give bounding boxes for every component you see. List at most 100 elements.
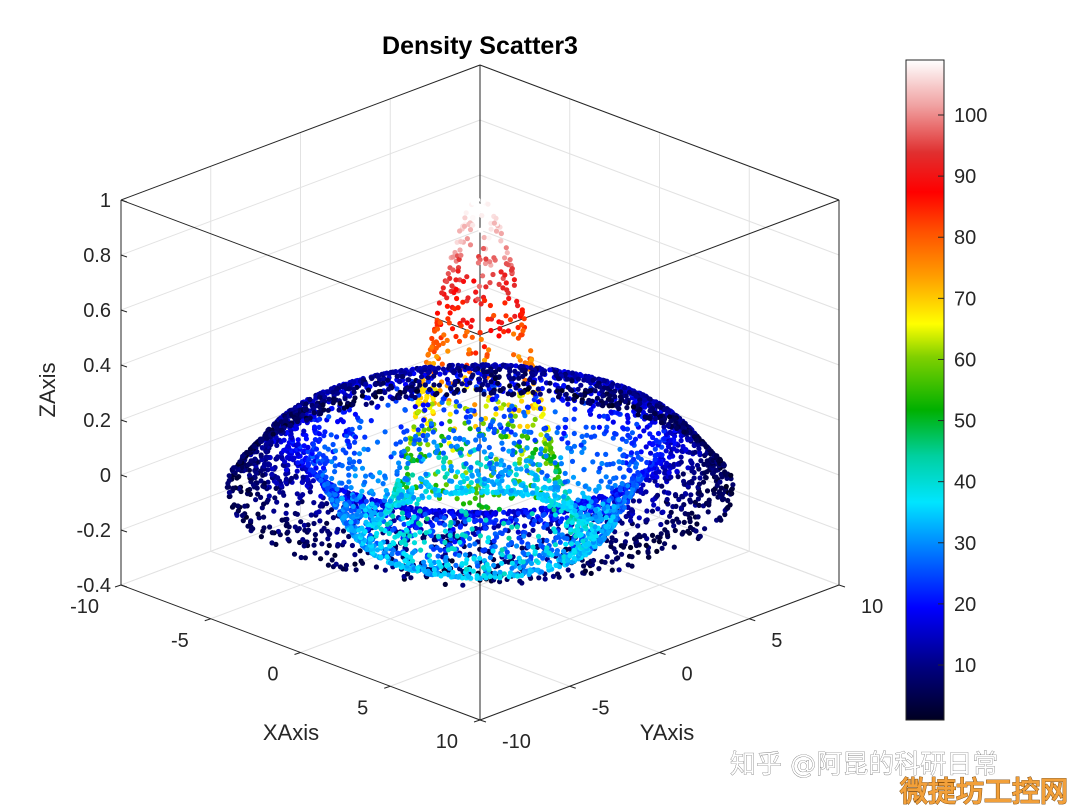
scatter-point (363, 513, 369, 519)
scatter-point (547, 503, 553, 509)
scatter-point (480, 245, 487, 252)
scatter-point (398, 424, 404, 430)
scatter-point (541, 524, 547, 530)
scatter-point (332, 469, 338, 475)
scatter-point (569, 573, 575, 579)
scatter-point (501, 520, 507, 527)
scatter-point (427, 558, 433, 564)
scatter-point (487, 460, 493, 466)
scatter-point (528, 560, 535, 567)
scatter-point (615, 383, 622, 389)
wall-grid-line (120, 449, 481, 586)
scatter-point (454, 484, 460, 490)
scatter-point (478, 462, 484, 468)
scatter-point (514, 298, 520, 304)
scatter-point (687, 497, 693, 503)
scatter-point (523, 487, 529, 493)
scatter-point (630, 498, 637, 504)
scatter-point (570, 474, 577, 480)
scatter-point (442, 528, 449, 534)
scatter-point (295, 419, 301, 425)
scatter-point (417, 475, 424, 481)
scatter-point (620, 425, 626, 431)
scatter-point (597, 536, 603, 542)
scatter-point (451, 369, 457, 376)
scatter-point (636, 515, 642, 521)
scatter-point (465, 573, 471, 580)
scatter-point (475, 426, 481, 433)
scatter-point (416, 408, 422, 415)
scatter-point (588, 522, 594, 528)
scatter-point (277, 489, 283, 495)
scatter-point (454, 496, 460, 502)
scatter-point (654, 492, 661, 498)
scatter-point (649, 508, 656, 514)
scatter-point (530, 521, 536, 528)
scatter-point (685, 528, 691, 535)
scatter-point (479, 432, 485, 438)
scatter-point (274, 442, 280, 448)
scatter-point (703, 475, 709, 481)
scatter-point (481, 369, 487, 375)
scatter-point (654, 474, 660, 480)
scatter-point (478, 416, 484, 422)
scatter-point (380, 481, 386, 487)
scatter-point (481, 344, 487, 350)
scatter-point (515, 324, 521, 331)
scatter-point (443, 482, 449, 488)
scatter-point (391, 517, 397, 524)
scatter-point (723, 483, 729, 490)
scatter-point (534, 567, 540, 573)
scatter-point (363, 473, 369, 479)
scatter-point (553, 469, 559, 475)
scatter-point (458, 239, 464, 245)
scatter-point (472, 402, 478, 408)
scatter-point (580, 538, 586, 544)
scatter-point (557, 519, 564, 525)
scatter-point (659, 483, 665, 489)
scatter-point (571, 416, 577, 422)
scatter-point (571, 555, 577, 561)
scatter-point (312, 537, 318, 543)
scatter-point (610, 419, 616, 425)
scatter-point (300, 492, 306, 498)
scatter-point (572, 406, 578, 412)
scatter-point (530, 422, 536, 428)
scatter-point (450, 267, 456, 273)
scatter-point (353, 567, 359, 573)
scatter-point (472, 541, 478, 547)
scatter-point (509, 403, 515, 409)
scatter-point (301, 428, 307, 434)
scatter-point (328, 432, 334, 438)
scatter-point (414, 501, 420, 507)
scatter-point (655, 430, 662, 437)
scatter-point (581, 467, 587, 473)
scatter-point (279, 454, 285, 460)
scatter-point (466, 419, 472, 425)
scatter-point (474, 573, 480, 579)
x-tick-mark (204, 618, 211, 622)
scatter-point (692, 449, 698, 455)
scatter-point (292, 524, 298, 530)
wall-grid-line (479, 174, 840, 311)
scatter-point (269, 530, 275, 536)
scatter-point (401, 521, 407, 527)
scatter-point (629, 440, 635, 446)
scatter-point (318, 493, 324, 499)
scatter-point (405, 520, 411, 527)
scatter-point (505, 520, 512, 526)
scatter-point (524, 445, 530, 451)
scatter-point (520, 559, 526, 565)
wall-grid-line (120, 284, 481, 421)
scatter-point (617, 465, 623, 471)
scatter-point (412, 532, 418, 538)
scatter-point (575, 497, 581, 503)
scatter-point (499, 320, 505, 326)
scatter-point (524, 468, 530, 474)
scatter-point (409, 487, 415, 493)
scatter-point (404, 477, 410, 483)
scatter-point (341, 539, 347, 545)
scatter-point (575, 480, 581, 487)
scatter-point (544, 537, 550, 544)
scatter-point (425, 402, 431, 408)
